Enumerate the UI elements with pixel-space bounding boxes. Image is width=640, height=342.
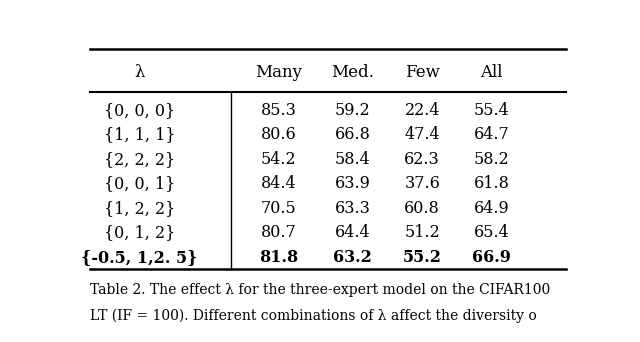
Text: 60.8: 60.8 xyxy=(404,200,440,217)
Text: 64.9: 64.9 xyxy=(474,200,509,217)
Text: {-0.5, 1,2. 5}: {-0.5, 1,2. 5} xyxy=(81,249,198,266)
Text: 80.7: 80.7 xyxy=(260,224,296,241)
Text: {2, 2, 2}: {2, 2, 2} xyxy=(104,151,175,168)
Text: 63.3: 63.3 xyxy=(335,200,371,217)
Text: {0, 0, 0}: {0, 0, 0} xyxy=(104,102,175,119)
Text: 58.4: 58.4 xyxy=(335,151,371,168)
Text: 65.4: 65.4 xyxy=(474,224,509,241)
Text: 55.4: 55.4 xyxy=(474,102,509,119)
Text: {1, 2, 2}: {1, 2, 2} xyxy=(104,200,175,217)
Text: Table 2. The effect λ for the three-expert model on the CIFAR100: Table 2. The effect λ for the three-expe… xyxy=(90,282,550,297)
Text: 66.8: 66.8 xyxy=(335,126,371,143)
Text: 59.2: 59.2 xyxy=(335,102,371,119)
Text: 63.9: 63.9 xyxy=(335,175,371,192)
Text: Few: Few xyxy=(405,64,440,81)
Text: Med.: Med. xyxy=(332,64,374,81)
Text: {0, 0, 1}: {0, 0, 1} xyxy=(104,175,175,192)
Text: 85.3: 85.3 xyxy=(260,102,296,119)
Text: 70.5: 70.5 xyxy=(260,200,296,217)
Text: 64.4: 64.4 xyxy=(335,224,371,241)
Text: 80.6: 80.6 xyxy=(260,126,296,143)
Text: 63.2: 63.2 xyxy=(333,249,372,266)
Text: 37.6: 37.6 xyxy=(404,175,440,192)
Text: {1, 1, 1}: {1, 1, 1} xyxy=(104,126,175,143)
Text: 64.7: 64.7 xyxy=(474,126,509,143)
Text: LT (IF = 100). Different combinations of λ affect the diversity o: LT (IF = 100). Different combinations of… xyxy=(90,309,537,324)
Text: 62.3: 62.3 xyxy=(404,151,440,168)
Text: All: All xyxy=(481,64,503,81)
Text: 54.2: 54.2 xyxy=(260,151,296,168)
Text: 22.4: 22.4 xyxy=(404,102,440,119)
Text: 81.8: 81.8 xyxy=(259,249,298,266)
Text: {0, 1, 2}: {0, 1, 2} xyxy=(104,224,175,241)
Text: 51.2: 51.2 xyxy=(404,224,440,241)
Text: Many: Many xyxy=(255,64,302,81)
Text: 84.4: 84.4 xyxy=(260,175,296,192)
Text: 58.2: 58.2 xyxy=(474,151,509,168)
Text: 55.2: 55.2 xyxy=(403,249,442,266)
Text: 61.8: 61.8 xyxy=(474,175,509,192)
Text: λ: λ xyxy=(134,64,145,81)
Text: 47.4: 47.4 xyxy=(404,126,440,143)
Text: 66.9: 66.9 xyxy=(472,249,511,266)
